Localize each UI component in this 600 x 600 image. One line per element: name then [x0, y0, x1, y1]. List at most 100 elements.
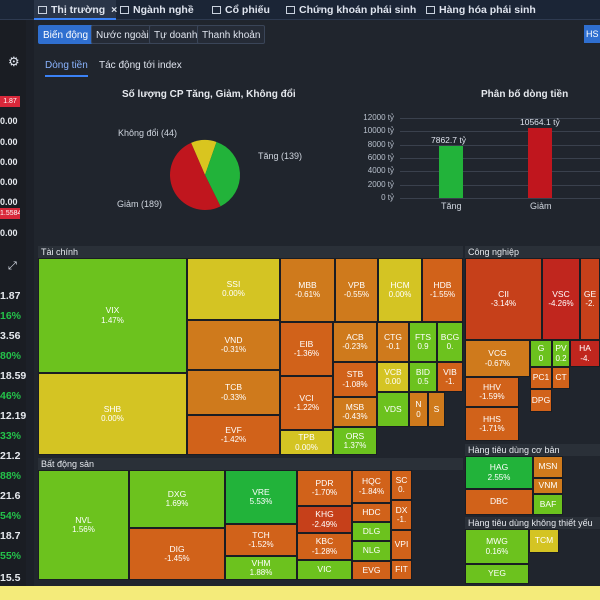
pie-slice[interactable] [191, 140, 217, 175]
stock-tile[interactable]: EVG [352, 561, 391, 580]
stock-tile[interactable]: DXG 1.69% [129, 470, 225, 528]
stock-tile[interactable]: ACB -0.23% [333, 322, 377, 362]
stock-tile[interactable]: CII -3.14% [465, 258, 542, 340]
stock-tile[interactable]: TCH -1.52% [225, 524, 297, 556]
stock-tile[interactable]: TPB 0.00% [280, 430, 333, 455]
stock-tile[interactable]: STB -1.08% [333, 362, 377, 397]
price-value: 18.59 [0, 370, 26, 382]
stock-tile[interactable]: DBC [465, 489, 533, 515]
stock-tile[interactable]: HA -4. [570, 340, 600, 367]
stock-tile[interactable]: PDR -1.70% [297, 470, 352, 506]
stock-tile[interactable]: PV 0.2 [552, 340, 570, 367]
stock-tile[interactable]: BCG 0. [437, 322, 463, 362]
bar-giam[interactable] [528, 127, 552, 198]
stock-ticker: DIG [169, 543, 185, 554]
stock-tile[interactable]: VIX 1.47% [38, 258, 187, 373]
stock-tile[interactable]: HCM 0.00% [378, 258, 422, 322]
stock-tile[interactable]: EIB -1.36% [280, 322, 333, 376]
tab-nganh-nghe[interactable]: Ngành nghề [120, 0, 194, 20]
stock-tile[interactable]: HDC [352, 503, 391, 522]
stock-tile[interactable]: TCM [529, 529, 559, 553]
stock-tile[interactable]: DPG [530, 389, 552, 412]
tab-thi-truong[interactable]: Thị trường × [34, 0, 118, 20]
stock-tile[interactable]: SHB 0.00% [38, 373, 187, 455]
stock-tile[interactable]: DX -1. [391, 500, 412, 530]
tab-tac-dong-toi-index[interactable]: Tác động tới index [99, 60, 182, 71]
stock-tile[interactable]: MSB -0.43% [333, 397, 377, 427]
stock-tile[interactable]: VND -0.31% [187, 320, 280, 370]
subtab-tu-doanh[interactable]: Tự doanh [149, 25, 203, 44]
stock-change: -0.23% [342, 342, 368, 352]
stock-tile[interactable]: SSI 0.00% [187, 258, 280, 320]
stock-tile[interactable]: VPI [391, 530, 412, 560]
stock-tile[interactable]: S [428, 392, 445, 427]
tab-co-phieu[interactable]: Cổ phiếu [212, 0, 270, 20]
subtab-bien-dong[interactable]: Biến động [38, 25, 94, 44]
stock-tile[interactable]: VPB -0.55% [335, 258, 378, 322]
gear-icon[interactable]: ⚙ [8, 54, 20, 69]
stock-tile[interactable]: VSC -4.26% [542, 258, 580, 340]
stock-tile[interactable]: VRE 5.53% [225, 470, 297, 524]
stock-tile[interactable]: CTG -0.1 [377, 322, 409, 362]
stock-tile[interactable]: VHM 1.88% [225, 556, 297, 580]
stock-tile[interactable]: BID 0.5 [409, 362, 437, 392]
subtab-nuoc-ngoai[interactable]: Nước ngoài [91, 25, 154, 44]
stock-tile[interactable]: FTS 0.9 [409, 322, 437, 362]
stock-tile[interactable]: HHV -1.59% [465, 377, 519, 407]
tab-chung-khoan-phai-sinh[interactable]: Chứng khoán phái sinh [286, 0, 416, 20]
stock-tile[interactable]: MWG 0.16% [465, 529, 529, 564]
stock-tile[interactable]: BAF [533, 494, 563, 515]
stock-tile[interactable]: VCB 0.00 [377, 362, 409, 392]
sector-header: Hàng tiêu dùng cơ bản [465, 444, 600, 456]
stock-ticker: CT [555, 372, 567, 383]
tab-hang-hoa-phai-sinh[interactable]: Hàng hóa phái sinh [426, 0, 536, 20]
stock-tile[interactable]: VDS [377, 392, 409, 427]
stock-tile[interactable]: VCG -0.67% [465, 340, 530, 377]
stock-tile[interactable]: KBC -1.28% [297, 533, 352, 560]
stock-change: -0.67% [484, 358, 511, 368]
stock-tile[interactable]: CT [552, 367, 570, 389]
stock-tile[interactable]: PC1 [530, 367, 552, 389]
stock-tile[interactable]: VIC [297, 560, 352, 580]
stock-ticker: MBB [298, 279, 317, 290]
stock-tile[interactable]: HHS -1.71% [465, 407, 519, 441]
pie-slice[interactable] [205, 141, 240, 207]
subtab-thanh-khoan[interactable]: Thanh khoản [197, 25, 266, 44]
stock-tile[interactable]: NVL 1.56% [38, 470, 129, 580]
stock-tile[interactable]: HQC -1.84% [352, 470, 391, 503]
exchange-selector[interactable]: HS [584, 25, 600, 43]
stock-tile[interactable]: FIT [391, 560, 412, 580]
stock-tile[interactable]: VNM [533, 478, 563, 494]
stock-change: 0.00% [388, 290, 412, 300]
stock-change: 0. [398, 485, 405, 495]
stock-tile[interactable]: SC 0. [391, 470, 412, 500]
stock-tile[interactable]: VIB -1. [437, 362, 463, 392]
stock-ticker: PDR [315, 477, 334, 488]
stock-tile[interactable]: ORS 1.37% [333, 427, 377, 455]
stock-tile[interactable]: HDB -1.55% [422, 258, 463, 322]
stock-tile[interactable]: YEG [465, 564, 529, 584]
stock-tile[interactable]: NLG [352, 541, 391, 561]
stock-tile[interactable]: GE -2. [580, 258, 600, 340]
expand-icon[interactable]: ⤢ [8, 260, 17, 272]
gridline [400, 184, 600, 186]
tab-dong-tien[interactable]: Dòng tiền [45, 60, 88, 77]
stock-tile[interactable]: DIG -1.45% [129, 528, 225, 580]
stock-tile[interactable]: HAG 2.55% [465, 456, 533, 489]
pie-label-tang: Tăng (139) [258, 151, 303, 161]
close-icon[interactable]: × [111, 4, 118, 16]
stock-change: 0 [538, 353, 544, 363]
stock-tile[interactable]: KHG -2.49% [297, 506, 352, 533]
stock-tile[interactable]: EVF -1.42% [187, 415, 280, 455]
stock-tile[interactable]: MBB -0.61% [280, 258, 335, 322]
stock-tile[interactable]: TCB -0.33% [187, 370, 280, 415]
pie-slice[interactable] [170, 142, 221, 210]
stock-ticker: HDB [433, 279, 452, 290]
y-tick-label: 0 tỷ [381, 193, 394, 202]
stock-tile[interactable]: VCI -1.22% [280, 376, 333, 430]
stock-tile[interactable]: DLG [352, 522, 391, 541]
bar-tang[interactable] [439, 145, 463, 198]
stock-tile[interactable]: MSN [533, 456, 563, 478]
